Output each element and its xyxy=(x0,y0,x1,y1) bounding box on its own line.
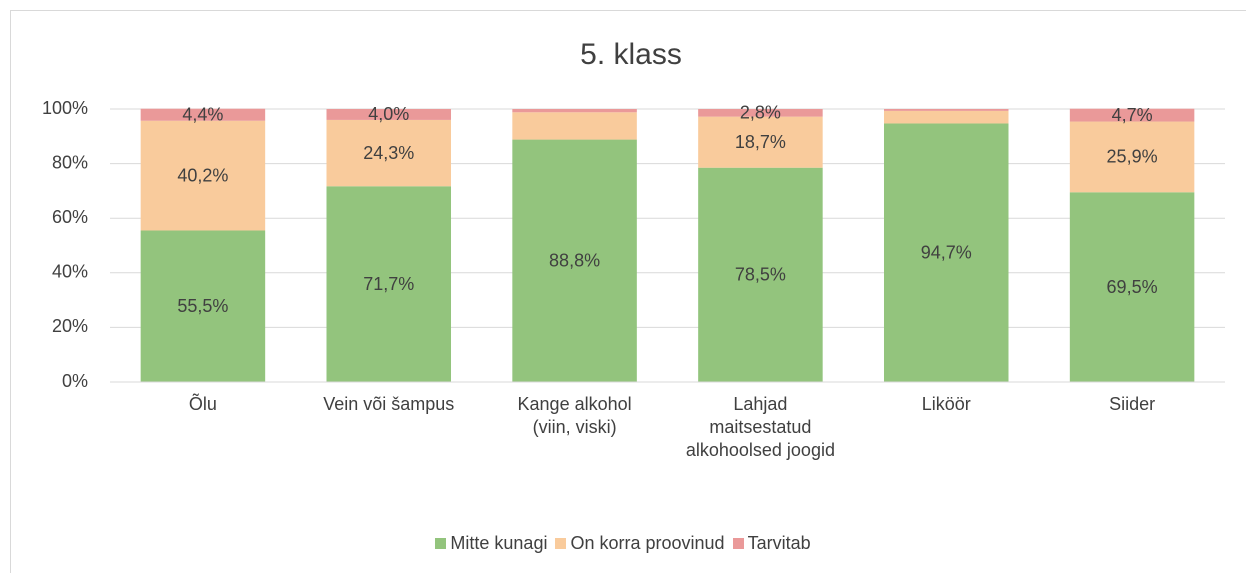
data-label: 2,8% xyxy=(740,103,781,123)
legend-swatch xyxy=(435,538,447,549)
x-tick-label: Vein või šampus xyxy=(323,394,455,414)
data-label: 55,5% xyxy=(177,296,228,316)
data-label: 4,4% xyxy=(182,104,223,124)
bar-segment xyxy=(326,119,452,187)
legend-item: On korra proovinud xyxy=(555,533,725,554)
y-tick-label: 0% xyxy=(62,371,88,391)
bar-segment xyxy=(512,109,637,113)
legend-label: Tarvitab xyxy=(747,533,811,553)
bar-segment xyxy=(883,109,1009,111)
chart-border xyxy=(10,10,1246,573)
data-label: 4,7% xyxy=(1112,105,1153,125)
chart-title: 5. klass xyxy=(580,38,682,71)
y-tick-label: 20% xyxy=(52,316,88,336)
x-tick-label: Kange alkohol (viin, viski) xyxy=(517,394,632,437)
x-tick-label: Õlu xyxy=(188,394,217,414)
legend-swatch xyxy=(555,538,567,549)
bar-segment xyxy=(140,108,266,121)
data-label: 78,5% xyxy=(735,265,786,285)
bar-segment xyxy=(698,116,823,168)
bar-segment xyxy=(1069,121,1195,193)
legend: Mitte kunagi On korra proovinud Tarvitab xyxy=(0,533,1246,554)
data-label: 24,3% xyxy=(363,143,414,163)
data-label: 69,5% xyxy=(1107,277,1158,297)
bar-segment xyxy=(883,110,1009,124)
x-tick-label: Liköör xyxy=(921,394,971,414)
bar-segment xyxy=(326,186,452,382)
legend-label: Mitte kunagi xyxy=(450,533,548,553)
legend-label: On korra proovinud xyxy=(570,533,725,553)
data-label: 18,7% xyxy=(735,132,786,152)
bar-segment xyxy=(512,139,637,382)
data-label: 25,9% xyxy=(1107,147,1158,167)
bar-segment xyxy=(140,230,266,382)
bar-segment xyxy=(883,123,1009,383)
y-tick-label: 80% xyxy=(52,152,88,172)
legend-swatch xyxy=(732,538,744,549)
bar-segment xyxy=(1069,108,1195,122)
bar-segment xyxy=(698,109,823,117)
legend-item: Tarvitab xyxy=(732,533,811,554)
y-tick-label: 60% xyxy=(52,207,88,227)
y-tick-label: 100% xyxy=(42,98,88,118)
data-label: 4,0% xyxy=(368,104,409,124)
x-tick-label: Lahjad maitsestatud alkohoolsed joogid xyxy=(685,394,835,460)
bar-segment xyxy=(512,112,637,140)
data-label: 88,8% xyxy=(549,251,600,271)
data-label: 71,7% xyxy=(363,274,414,294)
data-label: 94,7% xyxy=(921,242,972,262)
x-tick-label: Siider xyxy=(1109,394,1156,414)
bar-segment xyxy=(326,109,452,120)
legend-item: Mitte kunagi xyxy=(435,533,547,554)
data-label: 40,2% xyxy=(177,165,228,185)
bar-segment xyxy=(140,120,266,231)
bar-segment xyxy=(698,167,823,382)
bar-segment xyxy=(1069,192,1195,382)
y-tick-label: 40% xyxy=(52,262,88,282)
